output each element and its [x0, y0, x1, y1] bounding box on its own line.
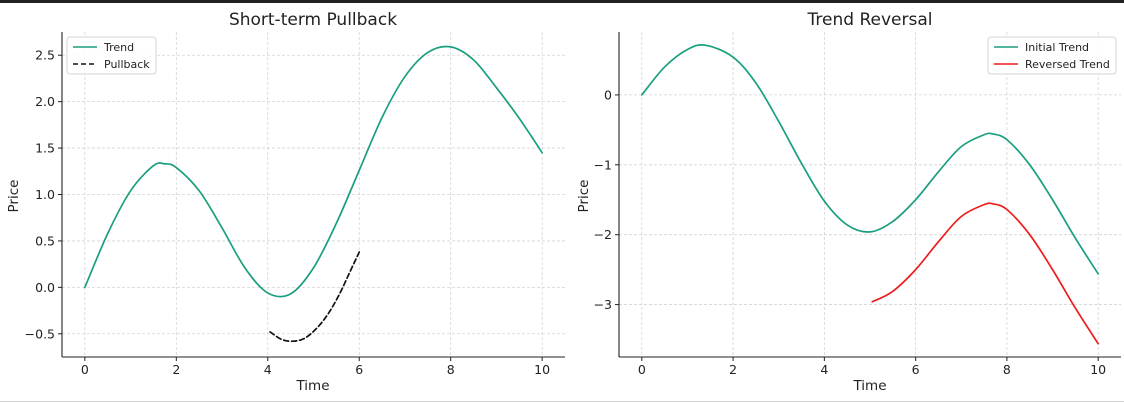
legend-label-pullback: Pullback: [104, 58, 150, 71]
grid: [619, 32, 1121, 357]
y-tick-label: 0.0: [35, 280, 55, 295]
y-tick-label: −1: [594, 157, 612, 172]
series-line-pullback: [269, 251, 361, 343]
top-border: [0, 0, 1124, 3]
chart-trend-reversal: 0 2 4 6 8 10 −3 −2 −1 0 Trend Reversal Time Price…: [576, 10, 1121, 394]
y-tick-label: −3: [594, 297, 612, 312]
y-axis-label: Price: [576, 180, 592, 213]
x-tick-label: 8: [1003, 362, 1011, 377]
y-tick-label: 0: [604, 87, 612, 102]
tick-labels: 0 2 4 6 8 10 −3 −2 −1 0: [594, 87, 1107, 377]
legend: Trend Pullback: [66, 36, 157, 75]
y-tick-label: 0.5: [35, 233, 55, 248]
x-axis-label: Time: [295, 378, 329, 394]
series-line-initial-trend: [640, 44, 1100, 275]
chart-short-term-pullback: 0 2 4 6 8 10 −0.5 0.0 0.5 1.0 1.5 2.0 2.5 Short-term…: [6, 10, 565, 394]
legend-label-reversed-trend: Reversed Trend: [1025, 58, 1110, 71]
x-tick-label: 6: [355, 362, 363, 377]
series-line-trend: [84, 45, 543, 298]
legend-label-trend: Trend: [103, 41, 134, 54]
tick-labels: 0 2 4 6 8 10 −0.5 0.0 0.5 1.0 1.5 2.0 2.5: [25, 48, 550, 377]
x-tick-label: 4: [820, 362, 828, 377]
grid: [62, 32, 565, 357]
y-tick-label: 2.5: [35, 48, 55, 63]
series-line-reversed-trend: [871, 202, 1100, 345]
chart-title: Trend Reversal: [807, 10, 933, 30]
x-tick-label: 8: [447, 362, 455, 377]
y-tick-label: −2: [594, 227, 612, 242]
axes: [58, 32, 565, 361]
legend: Initial Trend Reversed Trend: [987, 36, 1117, 75]
legend-label-initial-trend: Initial Trend: [1025, 41, 1089, 54]
x-tick-label: 10: [1090, 362, 1106, 377]
y-tick-label: 2.0: [35, 94, 55, 109]
x-tick-label: 2: [729, 362, 737, 377]
x-tick-label: 4: [264, 362, 272, 377]
y-tick-label: −0.5: [25, 326, 55, 341]
series-layer: [640, 44, 1100, 345]
x-tick-label: 0: [81, 362, 89, 377]
series-layer: [84, 45, 543, 343]
chart-title: Short-term Pullback: [229, 10, 397, 30]
x-tick-label: 2: [172, 362, 180, 377]
y-axis-label: Price: [6, 180, 22, 213]
x-tick-label: 6: [912, 362, 920, 377]
x-axis-label: Time: [852, 378, 886, 394]
x-tick-label: 0: [638, 362, 646, 377]
y-tick-label: 1.5: [35, 141, 55, 156]
legend-box: [987, 36, 1117, 75]
axes: [615, 32, 1121, 361]
y-tick-label: 1.0: [35, 187, 55, 202]
x-tick-label: 10: [534, 362, 550, 377]
